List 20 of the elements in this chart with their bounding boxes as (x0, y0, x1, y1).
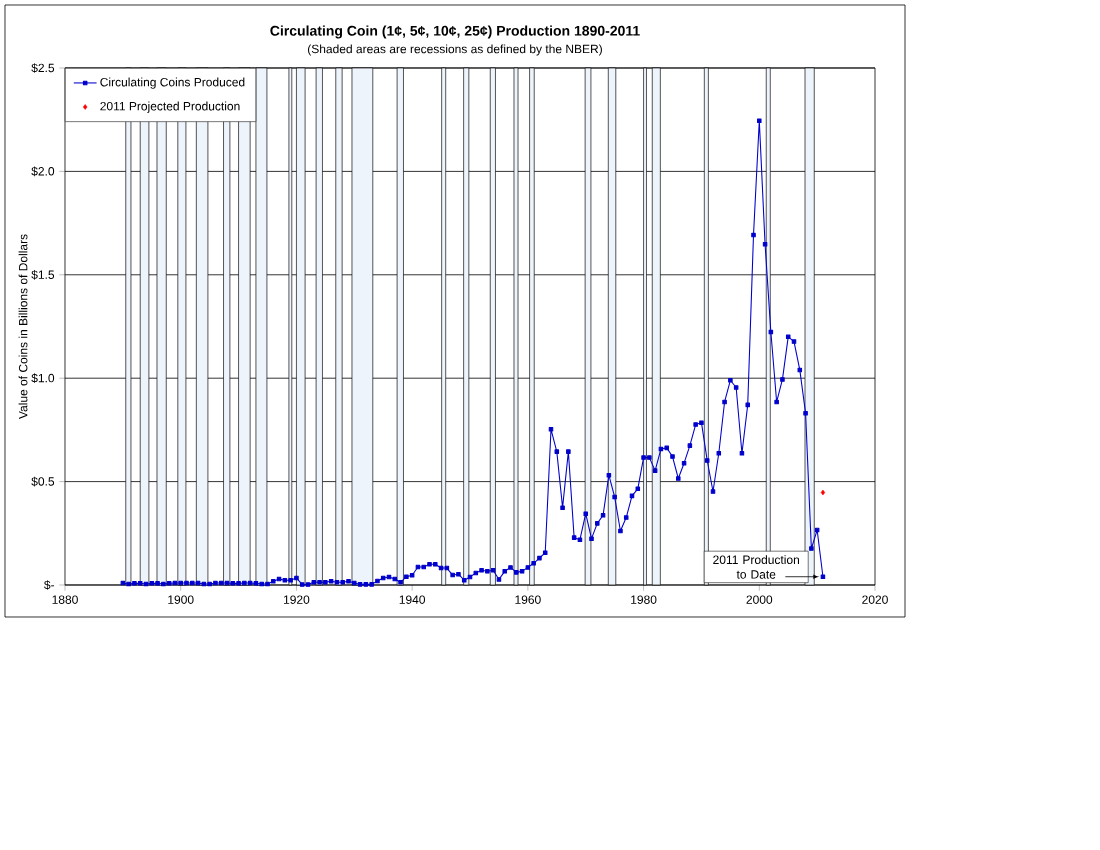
x-tick-label: 1920 (284, 595, 310, 604)
y-tick-label: $- (44, 580, 55, 590)
y-tick-label: $2.0 (31, 166, 55, 177)
x-tick-label: 1900 (168, 595, 194, 604)
x-tick-label: 1960 (515, 595, 541, 604)
y-tick-label: $2.5 (31, 63, 55, 73)
annotation: 2011 Production to Date (713, 555, 799, 579)
x-tick-label: 1880 (52, 595, 78, 604)
x-tick-label: 1940 (399, 595, 426, 604)
y-tick-label: $0.5 (31, 476, 55, 487)
chart-subtitle: (Shaded areas are recessions as defined by the NBER) (308, 44, 602, 56)
legend-label: Circulating Coins Produced (100, 77, 245, 89)
x-tick-label: 2000 (746, 595, 773, 604)
x-tick-label: 1980 (631, 595, 657, 604)
y-tick-label: $1.5 (31, 269, 55, 280)
legend-label: 2011 Projected Production (100, 101, 240, 113)
y-axis-title: Value of Coins in Billions of Dollars (18, 234, 28, 420)
chart-title: Circulating Coin (1¢, 5¢, 10¢, 25¢) Production 1890-2011 (270, 25, 640, 39)
x-tick-label: 2020 (862, 595, 888, 604)
y-tick-label: $1.0 (31, 373, 55, 384)
